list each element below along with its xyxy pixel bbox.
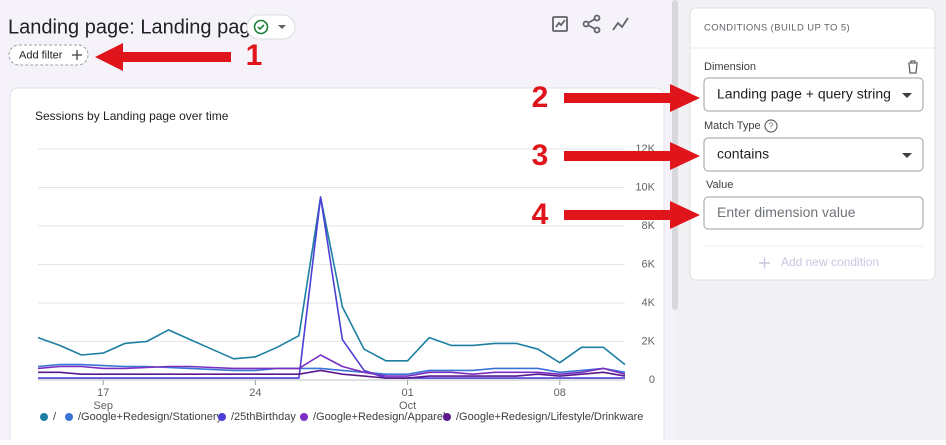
legend-label: /Google+Redesign/Lifestyle/Drinkware [456, 411, 643, 423]
chart-card [9, 87, 665, 445]
legend-swatch [443, 413, 451, 421]
panel-title: CONDITIONS (BUILD UP TO 5) [704, 23, 850, 34]
add-filter-button[interactable] [8, 44, 89, 66]
caret [902, 153, 912, 158]
series-line [37, 196, 626, 366]
legend-label: / [53, 411, 57, 423]
y-tick-label: 2K [642, 335, 656, 347]
annotation-number: 4 [532, 198, 549, 231]
annotation-number: 3 [532, 139, 549, 172]
page-title: Landing page: Landing page [8, 16, 262, 38]
dimension-label: Dimension [704, 61, 756, 73]
chart-title: Sessions by Landing page over time [35, 109, 229, 123]
y-tick-label: 6K [642, 258, 656, 270]
y-tick-label: 4K [642, 297, 656, 309]
arrows [95, 43, 700, 229]
y-tick-label: 8K [642, 220, 656, 232]
toolbar-icons[interactable] [552, 14, 629, 34]
check-mark [257, 24, 265, 31]
check-icon [253, 19, 269, 35]
x-tick-label: 17 [97, 387, 109, 399]
match-type-select[interactable] [703, 137, 924, 172]
caret [278, 25, 286, 29]
x-month-label: Sep [93, 400, 113, 412]
match-type-value: contains [717, 146, 769, 162]
dimension-value: Landing page + query string [717, 86, 891, 102]
dimension-select[interactable] [703, 77, 924, 112]
help-icon-glyph: ? [769, 122, 774, 131]
x-month-label: Oct [399, 400, 416, 412]
series-line [38, 196, 625, 379]
x-tick-label: 24 [249, 387, 261, 399]
delete-icon[interactable] [908, 60, 918, 74]
x-tick-label: 01 [401, 387, 413, 399]
series-line [38, 369, 626, 379]
match-type-label: Match Type [704, 120, 761, 132]
legend-label: /Google+Redesign/Stationery [78, 411, 223, 423]
value-input[interactable] [703, 196, 924, 230]
value-placeholder: Enter dimension value [717, 204, 856, 220]
annotation-number: 2 [532, 81, 549, 114]
series-line [37, 354, 626, 377]
help-icon[interactable] [764, 119, 778, 133]
legend-swatch [300, 413, 308, 421]
value-label: Value [706, 179, 733, 191]
caret [902, 93, 912, 98]
x-tick-label: 08 [554, 387, 566, 399]
y-tick-label: 10K [635, 181, 655, 193]
legend-swatch [218, 413, 226, 421]
annotation-number: 1 [246, 39, 263, 72]
legend-label: /25thBirthday [231, 411, 296, 423]
legend-swatch [65, 413, 73, 421]
series-line [37, 363, 626, 375]
legend-label: /Google+Redesign/Apparel [313, 411, 445, 423]
plus-icon [72, 50, 82, 60]
y-tick-label: 0 [649, 374, 655, 386]
plus-icon [759, 257, 770, 269]
add-condition[interactable]: Add new condition [781, 255, 879, 269]
legend-swatch [40, 413, 48, 421]
add-filter-label: Add filter [19, 49, 63, 61]
